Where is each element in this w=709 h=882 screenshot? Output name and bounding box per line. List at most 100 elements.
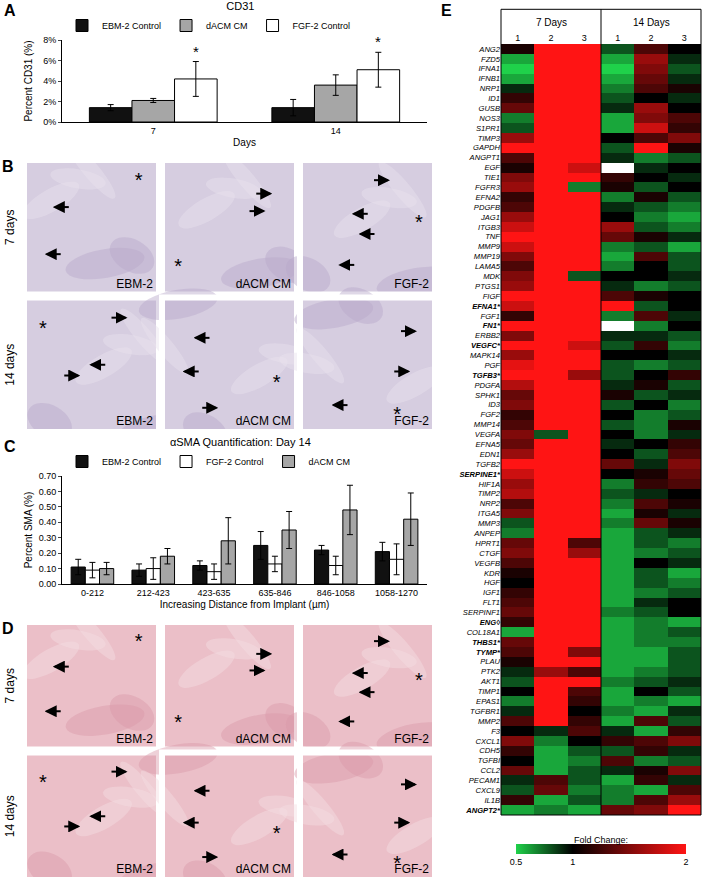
svg-text:7 days: 7 days (3, 210, 17, 245)
svg-text:Increasing Distance from Impla: Increasing Distance from Implant (µm) (160, 599, 330, 610)
svg-text:EBM-2: EBM-2 (116, 277, 153, 291)
svg-text:14 days: 14 days (3, 344, 17, 386)
svg-text:EBM-2 Control: EBM-2 Control (102, 457, 161, 467)
svg-text:IFNB1: IFNB1 (478, 74, 500, 83)
svg-text:HIF1A: HIF1A (478, 480, 500, 489)
svg-text:7 days: 7 days (3, 668, 17, 703)
svg-text:MMP19: MMP19 (474, 252, 501, 261)
svg-text:PDGFB: PDGFB (474, 203, 500, 212)
svg-text:2: 2 (648, 33, 653, 43)
svg-text:*: * (375, 33, 381, 50)
svg-text:FGF-2: FGF-2 (394, 862, 429, 876)
svg-text:AKT1: AKT1 (480, 677, 500, 686)
svg-text:dACM CM: dACM CM (236, 732, 291, 746)
svg-text:ENG◊: ENG◊ (480, 618, 500, 627)
svg-text:*: * (39, 771, 47, 793)
svg-text:FGF-2: FGF-2 (394, 414, 429, 428)
svg-text:4%: 4% (43, 76, 56, 86)
svg-text:*: * (174, 255, 182, 277)
svg-text:HPRT1: HPRT1 (475, 539, 500, 548)
svg-text:7 Days: 7 Days (536, 17, 567, 28)
svg-text:TYMP*: TYMP* (476, 648, 501, 657)
svg-text:0.00: 0.00 (39, 579, 57, 589)
svg-text:TIMP2: TIMP2 (478, 489, 501, 498)
svg-text:FGFR3: FGFR3 (475, 183, 501, 192)
svg-text:FLT1: FLT1 (483, 598, 500, 607)
svg-text:MMP14: MMP14 (474, 420, 500, 429)
svg-text:MMP9: MMP9 (478, 242, 501, 251)
svg-text:ITGB3: ITGB3 (478, 223, 501, 232)
svg-text:CD31: CD31 (226, 0, 254, 12)
svg-text:IL1B: IL1B (484, 796, 500, 805)
svg-text:VEGFC*: VEGFC* (471, 341, 501, 350)
svg-text:LAMA5: LAMA5 (475, 262, 501, 271)
svg-text:TIMP1: TIMP1 (478, 687, 500, 696)
svg-text:PTGS1: PTGS1 (475, 282, 500, 291)
svg-text:0%: 0% (43, 117, 56, 127)
svg-text:SERPINF1: SERPINF1 (463, 608, 500, 617)
svg-text:dACM CM: dACM CM (309, 457, 351, 467)
svg-text:PTK2: PTK2 (481, 667, 501, 676)
svg-text:GUSB: GUSB (478, 104, 500, 113)
svg-text:Days: Days (233, 137, 256, 148)
svg-text:EBM-2: EBM-2 (116, 732, 153, 746)
svg-text:Percent SMA (%): Percent SMA (%) (23, 492, 34, 569)
svg-text:*: * (273, 822, 281, 844)
svg-text:ITGA5: ITGA5 (478, 509, 501, 518)
svg-text:dACM CM: dACM CM (236, 862, 291, 876)
svg-text:CDH5: CDH5 (479, 746, 500, 755)
svg-text:MMP2: MMP2 (478, 717, 501, 726)
svg-text:*: * (39, 317, 47, 339)
svg-text:EDN1: EDN1 (480, 450, 500, 459)
svg-text:VEGFB: VEGFB (474, 559, 500, 568)
svg-text:*: * (135, 169, 143, 191)
svg-text:ID1: ID1 (488, 94, 500, 103)
svg-text:TGFB3*: TGFB3* (472, 371, 501, 380)
svg-text:*: * (193, 43, 199, 60)
svg-text:IFNA1: IFNA1 (478, 64, 500, 73)
svg-text:423-635: 423-635 (198, 588, 231, 598)
svg-text:JAG1: JAG1 (480, 213, 500, 222)
svg-text:1058-1270: 1058-1270 (375, 588, 418, 598)
svg-text:dACM CM: dACM CM (236, 414, 291, 428)
svg-text:Percent CD31 (%): Percent CD31 (%) (23, 40, 34, 121)
svg-text:0.70: 0.70 (39, 471, 57, 481)
svg-text:MMP3: MMP3 (478, 519, 501, 528)
svg-text:TIE1: TIE1 (484, 173, 500, 182)
svg-text:PECAM1: PECAM1 (469, 776, 500, 785)
svg-text:FGF1: FGF1 (481, 311, 500, 320)
svg-text:*: * (273, 371, 281, 393)
svg-text:EFNA2: EFNA2 (476, 193, 501, 202)
svg-text:0.50: 0.50 (39, 502, 57, 512)
svg-text:EFNA5: EFNA5 (476, 440, 501, 449)
svg-text:EBM-2: EBM-2 (116, 414, 153, 428)
svg-text:EGF: EGF (484, 163, 500, 172)
svg-text:0.10: 0.10 (39, 564, 57, 574)
svg-text:212-423: 212-423 (137, 588, 170, 598)
svg-text:Fold Change:: Fold Change: (574, 835, 628, 845)
svg-text:αSMA Quantification: Day 14: αSMA Quantification: Day 14 (170, 436, 311, 448)
svg-text:0.5: 0.5 (510, 857, 523, 867)
svg-text:0-212: 0-212 (81, 588, 104, 598)
svg-text:ANGPT1: ANGPT1 (469, 153, 500, 162)
svg-text:dACM CM: dACM CM (206, 21, 248, 31)
svg-text:TNF: TNF (485, 232, 500, 241)
svg-text:*: * (174, 711, 182, 733)
svg-text:CXCL9: CXCL9 (476, 786, 501, 795)
svg-text:FGF-2: FGF-2 (394, 732, 429, 746)
svg-text:F3: F3 (491, 727, 501, 736)
svg-text:CCL2: CCL2 (481, 766, 501, 775)
svg-text:PDGFA: PDGFA (474, 381, 500, 390)
svg-text:14 Days: 14 Days (633, 17, 670, 28)
svg-text:FGF2: FGF2 (481, 410, 501, 419)
svg-text:SPHK1: SPHK1 (475, 391, 500, 400)
svg-text:FGF-2 Control: FGF-2 Control (293, 21, 351, 31)
svg-text:EPAS1: EPAS1 (476, 697, 500, 706)
svg-text:0.60: 0.60 (39, 487, 57, 497)
svg-text:CTGF: CTGF (479, 549, 500, 558)
svg-text:VEGFA: VEGFA (475, 430, 500, 439)
svg-text:2: 2 (548, 33, 553, 43)
svg-text:HGF: HGF (484, 578, 500, 587)
svg-text:ANGPT2*: ANGPT2* (465, 806, 501, 815)
svg-text:14: 14 (331, 126, 341, 136)
